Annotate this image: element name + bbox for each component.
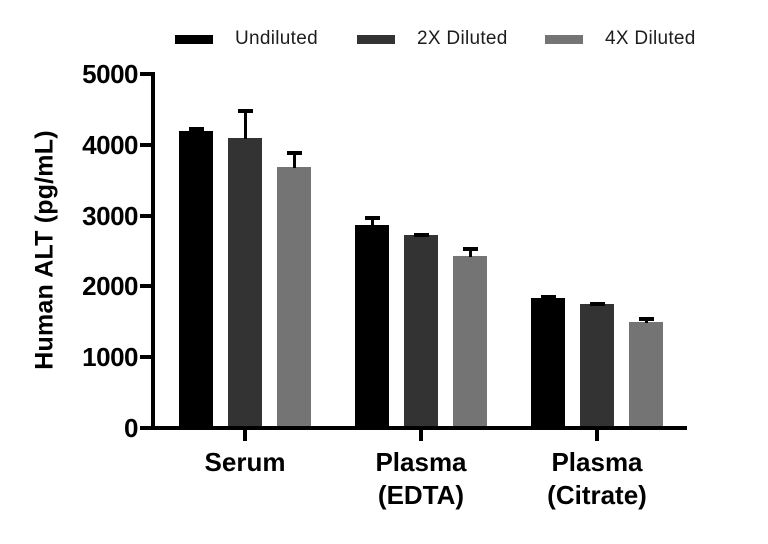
- legend-swatch-icon: [545, 34, 583, 44]
- bar-undiluted: [531, 297, 565, 428]
- legend-swatch-icon: [175, 34, 213, 44]
- y-axis-tick: [140, 426, 152, 430]
- error-bar-cap: [462, 247, 478, 252]
- y-axis-tick: [140, 355, 152, 360]
- error-bar-cap: [413, 232, 429, 237]
- error-bar-line: [370, 216, 374, 226]
- legend-label: 2X Diluted: [417, 28, 508, 49]
- legend-item: Undiluted: [175, 27, 318, 51]
- error-bar-cap: [188, 127, 204, 132]
- error-bar-cap: [364, 215, 380, 220]
- x-axis-tick: [419, 430, 423, 441]
- y-tick-label: 4000: [82, 129, 138, 160]
- error-bar-line: [468, 248, 472, 257]
- y-axis-tick: [140, 142, 152, 147]
- bar-4x-diluted: [629, 321, 663, 428]
- x-axis-tick: [243, 430, 247, 441]
- y-tick-label: 0: [124, 413, 138, 443]
- bar-4x-diluted: [277, 166, 311, 428]
- bar-2x-diluted: [580, 304, 614, 428]
- x-axis-tick: [595, 430, 599, 441]
- error-bar-cap: [540, 294, 556, 299]
- x-axis-line: [151, 426, 687, 430]
- error-bar-line: [292, 152, 296, 168]
- bar-2x-diluted: [404, 234, 438, 428]
- y-axis-tick: [140, 284, 152, 289]
- legend-item: 4X Diluted: [545, 27, 696, 51]
- y-axis-tick: [140, 72, 152, 76]
- error-bar-cap: [589, 301, 605, 306]
- y-tick-label: 5000: [82, 59, 138, 89]
- legend-label: Undiluted: [235, 28, 318, 49]
- legend-item: 2X Diluted: [357, 27, 508, 51]
- legend-label: 4X Diluted: [605, 28, 696, 49]
- category-label: Serum: [155, 446, 335, 479]
- error-bar-cap: [237, 108, 253, 113]
- bar-undiluted: [179, 130, 213, 428]
- category-label-line: Plasma: [551, 447, 643, 477]
- y-tick-label: 3000: [82, 200, 138, 231]
- bar-4x-diluted: [453, 255, 487, 428]
- y-axis-tick: [140, 213, 152, 218]
- legend-swatch-icon: [357, 34, 395, 44]
- y-tick-label: 2000: [82, 271, 138, 302]
- error-bar-line: [243, 109, 247, 139]
- error-bar-cap: [286, 151, 302, 156]
- category-label-line: (Citrate): [547, 480, 647, 510]
- bar-undiluted: [355, 224, 389, 428]
- category-label: Plasma (EDTA): [331, 446, 511, 512]
- category-label-line: Serum: [204, 447, 286, 477]
- bar-2x-diluted: [228, 137, 262, 428]
- y-tick-label: 1000: [82, 342, 138, 373]
- error-bar-cap: [638, 316, 654, 321]
- category-label: Plasma (Citrate): [507, 446, 687, 512]
- y-axis-title: Human ALT (pg/mL): [30, 130, 59, 370]
- y-axis-line: [151, 72, 155, 430]
- category-label-line: Plasma: [375, 447, 467, 477]
- category-label-line: (EDTA): [377, 480, 465, 510]
